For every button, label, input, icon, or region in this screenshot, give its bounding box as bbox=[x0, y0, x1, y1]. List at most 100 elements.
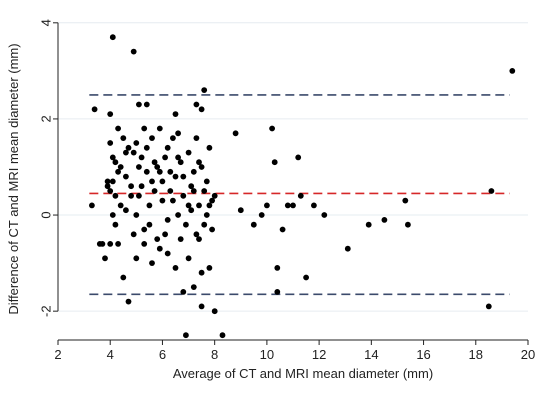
data-point bbox=[156, 168, 163, 175]
data-point bbox=[196, 236, 202, 243]
data-point bbox=[274, 289, 281, 295]
data-point bbox=[172, 173, 179, 180]
data-point bbox=[130, 149, 137, 156]
x-tick-label: 8 bbox=[211, 347, 218, 362]
data-point bbox=[128, 192, 135, 199]
data-point bbox=[185, 255, 192, 262]
data-point bbox=[151, 188, 158, 194]
data-point bbox=[104, 183, 111, 190]
data-point bbox=[193, 231, 200, 238]
data-point bbox=[183, 332, 189, 339]
data-point bbox=[125, 144, 132, 151]
data-point bbox=[143, 168, 150, 175]
data-point bbox=[172, 265, 179, 271]
data-point bbox=[269, 125, 275, 132]
data-point bbox=[488, 188, 495, 194]
data-point bbox=[206, 265, 213, 271]
data-point bbox=[279, 226, 286, 233]
data-point bbox=[185, 202, 192, 209]
data-point bbox=[198, 164, 205, 170]
x-axis-ticks: 2 4 6 8 10 12 14 16 18 20 bbox=[54, 340, 535, 362]
y-axis-title: Difference of CT and MRI mean diameter (… bbox=[6, 43, 21, 314]
data-point bbox=[198, 106, 205, 113]
data-point bbox=[107, 188, 114, 194]
data-point bbox=[109, 34, 116, 41]
data-point bbox=[156, 245, 163, 252]
data-point bbox=[133, 255, 140, 262]
data-point bbox=[141, 226, 148, 233]
data-point bbox=[344, 245, 351, 252]
data-point bbox=[141, 125, 148, 132]
data-point bbox=[190, 168, 197, 175]
data-point bbox=[128, 183, 135, 190]
data-point bbox=[136, 192, 142, 199]
data-point bbox=[201, 188, 208, 194]
data-point bbox=[196, 202, 202, 209]
data-point bbox=[123, 173, 129, 180]
data-point bbox=[109, 154, 116, 161]
data-point bbox=[146, 221, 153, 228]
data-point bbox=[130, 231, 137, 238]
data-point bbox=[164, 250, 171, 257]
data-point bbox=[136, 164, 142, 170]
data-point bbox=[175, 130, 182, 137]
data-point bbox=[193, 101, 200, 108]
data-point bbox=[102, 255, 108, 262]
x-tick-label: 2 bbox=[54, 347, 61, 362]
data-point bbox=[146, 202, 153, 209]
data-point bbox=[130, 48, 137, 55]
data-point bbox=[206, 202, 213, 209]
data-point bbox=[143, 144, 150, 151]
data-point bbox=[177, 236, 184, 243]
data-point bbox=[190, 284, 197, 290]
data-point bbox=[133, 140, 140, 146]
data-point bbox=[123, 207, 129, 214]
data-point bbox=[203, 178, 210, 185]
data-point bbox=[107, 140, 114, 146]
y-tick-label: 4 bbox=[39, 19, 54, 26]
data-point bbox=[164, 217, 171, 223]
data-point bbox=[271, 159, 278, 166]
data-point bbox=[159, 197, 166, 204]
data-point bbox=[112, 221, 119, 228]
data-point bbox=[185, 149, 192, 156]
data-point bbox=[274, 265, 281, 271]
data-point bbox=[133, 212, 140, 218]
data-point bbox=[509, 68, 516, 74]
data-point bbox=[143, 101, 150, 108]
data-point bbox=[112, 192, 119, 199]
data-point bbox=[209, 197, 216, 204]
x-tick-label: 4 bbox=[107, 347, 114, 362]
data-point bbox=[120, 135, 127, 142]
data-point bbox=[258, 212, 265, 218]
data-point bbox=[180, 192, 187, 199]
data-point bbox=[115, 125, 121, 132]
data-point bbox=[237, 207, 244, 214]
data-point bbox=[159, 178, 166, 185]
x-tick-label: 18 bbox=[469, 347, 483, 362]
data-point bbox=[91, 106, 98, 113]
data-point bbox=[125, 298, 132, 305]
data-point bbox=[149, 260, 155, 266]
data-point bbox=[295, 154, 302, 161]
data-point bbox=[117, 164, 124, 170]
data-point bbox=[190, 188, 197, 194]
data-point bbox=[485, 303, 492, 310]
data-point bbox=[206, 144, 213, 151]
data-point bbox=[381, 217, 388, 223]
data-point bbox=[188, 207, 195, 214]
data-point bbox=[303, 274, 309, 281]
data-point bbox=[188, 183, 195, 190]
data-point bbox=[198, 303, 205, 310]
x-tick-label: 6 bbox=[159, 347, 166, 362]
data-point bbox=[201, 87, 208, 93]
axes bbox=[57, 22, 528, 341]
x-tick-label: 16 bbox=[416, 347, 430, 362]
data-points bbox=[89, 34, 516, 339]
data-point bbox=[115, 241, 121, 247]
data-point bbox=[109, 212, 116, 218]
data-point bbox=[107, 111, 114, 117]
data-point bbox=[167, 188, 174, 194]
data-point bbox=[177, 159, 184, 166]
